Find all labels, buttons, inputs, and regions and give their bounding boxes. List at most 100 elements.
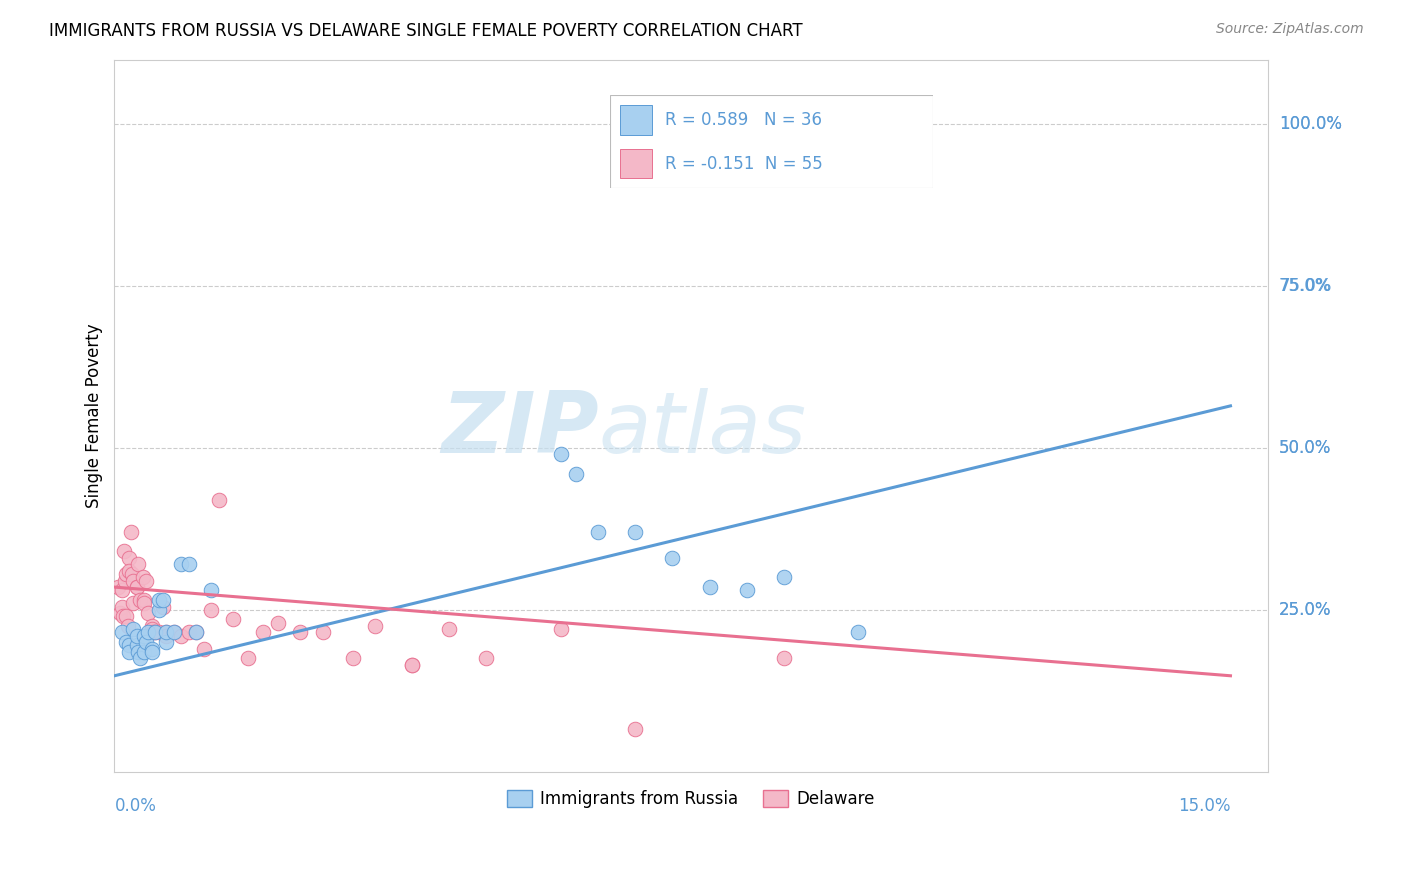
Text: 50.0%: 50.0% — [1279, 439, 1331, 457]
Point — [134, 645, 156, 659]
Point — [200, 583, 222, 598]
Point — [699, 580, 721, 594]
Point — [624, 723, 647, 737]
Text: Source: ZipAtlas.com: Source: ZipAtlas.com — [1216, 22, 1364, 37]
Text: 25.0%: 25.0% — [1279, 600, 1331, 619]
Point — [155, 625, 177, 640]
Point — [129, 593, 152, 607]
Point — [148, 625, 170, 640]
Point — [125, 580, 148, 594]
Point — [118, 551, 141, 566]
Point — [163, 625, 186, 640]
Point — [170, 629, 193, 643]
Point — [143, 625, 166, 640]
Point — [141, 641, 163, 656]
Point — [401, 657, 423, 672]
Point — [267, 615, 290, 630]
Point — [155, 635, 177, 649]
Point — [152, 599, 174, 614]
Point — [773, 570, 796, 584]
Point — [193, 641, 215, 656]
Point — [661, 551, 683, 566]
Point — [238, 651, 260, 665]
Point — [115, 609, 138, 624]
Point — [163, 625, 186, 640]
Point — [550, 447, 572, 461]
Point — [855, 117, 877, 131]
Point — [122, 596, 145, 610]
Point — [122, 574, 145, 588]
Text: IMMIGRANTS FROM RUSSIA VS DELAWARE SINGLE FEMALE POVERTY CORRELATION CHART: IMMIGRANTS FROM RUSSIA VS DELAWARE SINGL… — [49, 22, 803, 40]
Point — [148, 603, 170, 617]
Text: 100.0%: 100.0% — [1279, 115, 1341, 133]
Point — [152, 593, 174, 607]
Point — [107, 580, 129, 594]
Point — [142, 625, 165, 640]
Point — [170, 558, 193, 572]
Point — [111, 625, 134, 640]
Point — [112, 609, 135, 624]
Point — [177, 625, 200, 640]
Point — [586, 525, 609, 540]
Point — [148, 593, 170, 607]
Point — [110, 606, 132, 620]
Point — [200, 603, 222, 617]
Text: 100.0%: 100.0% — [1279, 115, 1343, 133]
Point — [143, 625, 166, 640]
Point — [114, 567, 136, 582]
Point — [135, 635, 157, 649]
Text: 75.0%: 75.0% — [1279, 277, 1331, 295]
Point — [141, 619, 163, 633]
Point — [125, 629, 148, 643]
Point — [624, 525, 647, 540]
Point — [127, 645, 149, 659]
Point — [117, 619, 139, 633]
Text: 25.0%: 25.0% — [1279, 600, 1331, 619]
Text: atlas: atlas — [599, 388, 807, 471]
Point — [125, 580, 148, 594]
Point — [475, 651, 498, 665]
Point — [112, 544, 135, 558]
Point — [401, 657, 423, 672]
Point — [125, 638, 148, 652]
Point — [111, 599, 134, 614]
Point — [134, 593, 156, 607]
Point — [155, 629, 177, 643]
Point — [127, 558, 149, 572]
Point — [120, 525, 142, 540]
Point — [136, 625, 159, 640]
Point — [252, 625, 274, 640]
Point — [290, 625, 312, 640]
Y-axis label: Single Female Poverty: Single Female Poverty — [86, 323, 103, 508]
Point — [135, 574, 157, 588]
Point — [312, 625, 335, 640]
Text: 0.0%: 0.0% — [114, 797, 156, 814]
Point — [141, 622, 163, 636]
Point — [134, 629, 156, 643]
Point — [222, 612, 245, 626]
Point — [122, 622, 145, 636]
Point — [735, 583, 758, 598]
Text: 75.0%: 75.0% — [1279, 277, 1331, 295]
Text: 50.0%: 50.0% — [1279, 439, 1331, 457]
Point — [141, 645, 163, 659]
Point — [114, 635, 136, 649]
Point — [155, 625, 177, 640]
Point — [564, 467, 586, 481]
Point — [186, 625, 208, 640]
Point — [550, 622, 572, 636]
Point — [114, 574, 136, 588]
Point — [177, 558, 200, 572]
Point — [118, 564, 141, 578]
Point — [207, 492, 229, 507]
Point — [111, 583, 134, 598]
Point — [131, 570, 153, 584]
Point — [121, 567, 143, 582]
Point — [342, 651, 364, 665]
Point — [136, 606, 159, 620]
Text: 15.0%: 15.0% — [1178, 797, 1230, 814]
Point — [129, 651, 152, 665]
Point — [848, 625, 870, 640]
Text: ZIP: ZIP — [441, 388, 599, 471]
Point — [186, 625, 208, 640]
